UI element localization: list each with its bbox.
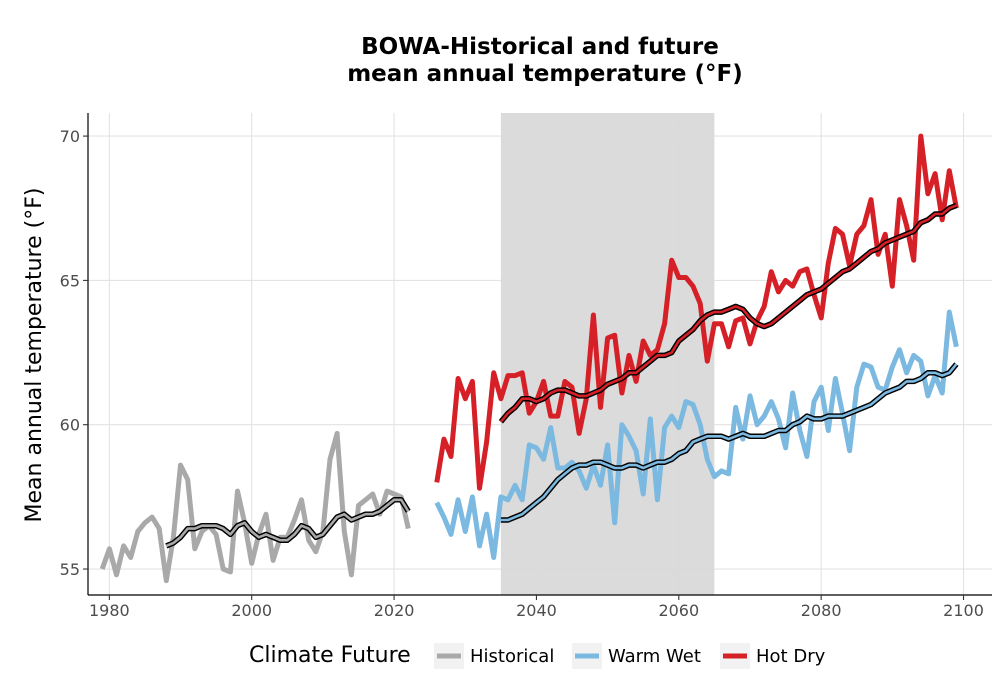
y-tick-label: 55 — [60, 560, 80, 579]
chart-title-line2: mean annual temperature (°F) — [347, 61, 743, 87]
x-tick-label: 1980 — [89, 601, 130, 620]
legend-label-historical: Historical — [470, 646, 554, 667]
smoothed-line-warm-wet — [500, 363, 958, 522]
legend-label-hot-dry: Hot Dry — [756, 646, 826, 667]
series-line-historical — [99, 430, 411, 584]
x-tick-label: 2000 — [231, 601, 272, 620]
x-tick-label: 2020 — [374, 601, 415, 620]
y-tick-label: 60 — [60, 416, 80, 435]
x-tick-label: 2040 — [516, 601, 557, 620]
legend: Climate Future Historical Warm Wet Hot Dry — [249, 643, 826, 669]
chart-title-line1: BOWA-Historical and future — [361, 34, 719, 60]
x-tick-label: 2100 — [943, 601, 984, 620]
series-line-warm-wet — [434, 309, 959, 560]
y-tick-label: 65 — [60, 271, 80, 290]
x-tick-label: 2080 — [801, 601, 842, 620]
smoothed-line-historical — [165, 498, 410, 548]
smoothed-line-hot-dry — [499, 204, 957, 423]
legend-title: Climate Future — [249, 643, 411, 668]
legend-label-warm-wet: Warm Wet — [608, 646, 701, 667]
y-tick-label: 70 — [60, 127, 80, 146]
x-tick-label: 2060 — [658, 601, 699, 620]
series-line-hot-dry — [434, 133, 959, 491]
y-axis-label: Mean annual temperature (°F) — [22, 188, 47, 523]
plot-area: 1980 2000 2020 2040 2060 2080 2100 55 60 65 70 — [60, 113, 992, 620]
